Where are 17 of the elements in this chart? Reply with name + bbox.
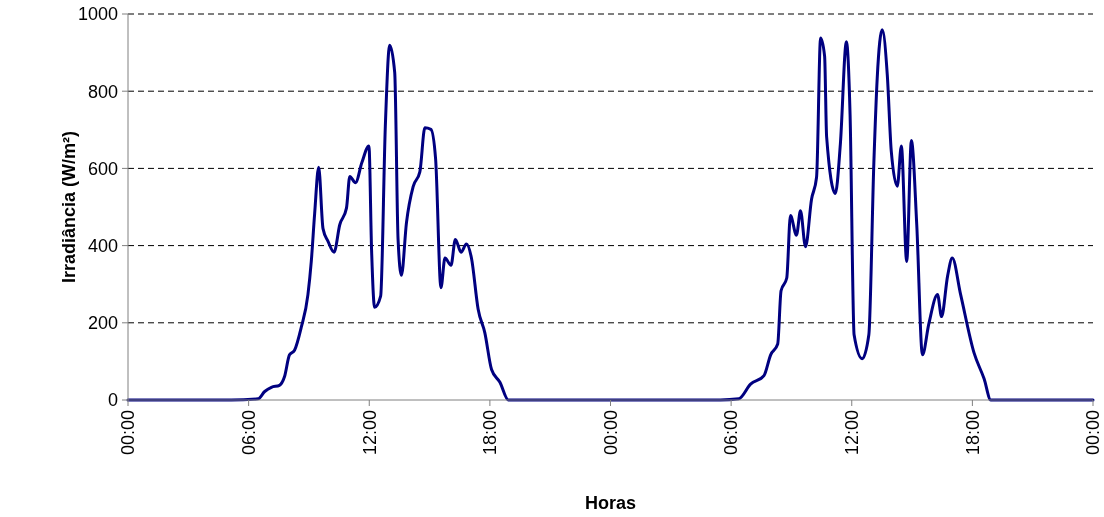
x-tick-label: 00:00: [1083, 410, 1104, 456]
x-tick-label: 06:00: [721, 410, 742, 456]
y-tick-label: 800: [87, 81, 118, 102]
y-tick-label: 1000: [77, 4, 118, 25]
y-tick-label: 400: [87, 235, 118, 256]
y-tick-label: 200: [87, 313, 118, 334]
x-tick-label: 18:00: [962, 410, 983, 456]
x-tick-label: 12:00: [359, 410, 380, 456]
x-tick-label: 12:00: [842, 410, 863, 456]
x-tick-label: 06:00: [238, 410, 259, 456]
y-tick-label: 600: [87, 158, 118, 179]
y-tick-label: 0: [107, 390, 118, 411]
y-axis-title: Irradiância (W/m²): [59, 130, 79, 284]
x-tick-label: 00:00: [600, 410, 621, 456]
x-tick-label: 00:00: [118, 410, 139, 456]
x-tick-label: 18:00: [480, 410, 501, 456]
x-axis-title: Horas: [584, 493, 637, 513]
